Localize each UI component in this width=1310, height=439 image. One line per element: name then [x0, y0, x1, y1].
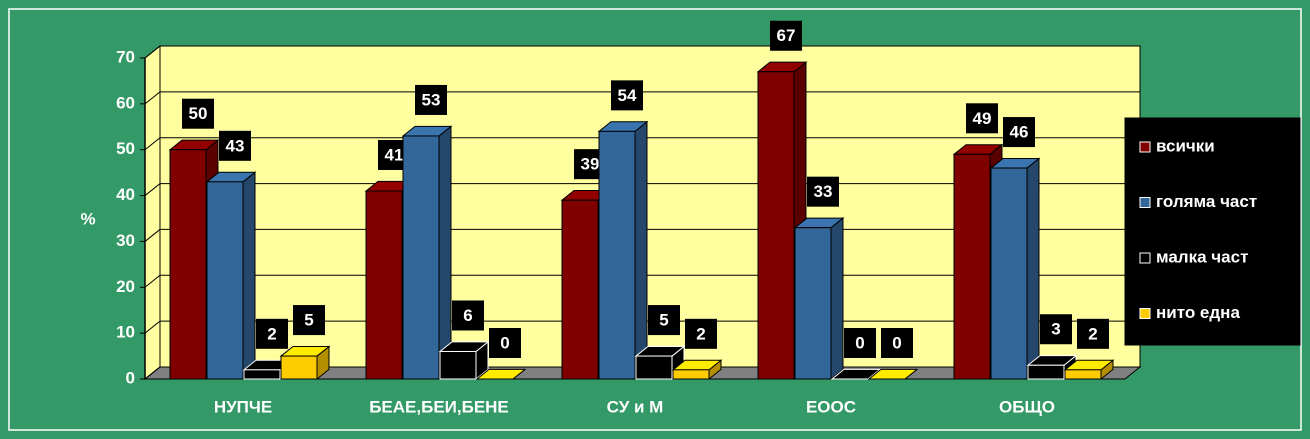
bar [757, 71, 795, 380]
data-label-box [807, 176, 839, 207]
legend-marker [1139, 252, 1151, 264]
y-tick-label: 50 [116, 139, 135, 158]
y-axis-label: % [80, 209, 95, 228]
legend-label: всички [1156, 136, 1215, 155]
bar [672, 369, 710, 380]
bar [953, 153, 991, 380]
data-label-box [648, 305, 680, 336]
data-label-box [1040, 314, 1072, 345]
data-label: 0 [855, 333, 864, 352]
data-label: 0 [500, 333, 509, 352]
bar-top [867, 368, 919, 380]
y-tick-label: 20 [116, 277, 135, 296]
data-label: 2 [1088, 324, 1097, 343]
data-label-box [1003, 117, 1035, 148]
data-label: 41 [385, 145, 404, 164]
legend-label: малка част [1156, 247, 1248, 266]
data-label: 5 [304, 311, 313, 330]
data-label: 2 [267, 324, 276, 343]
data-label-box [182, 98, 214, 129]
bar [598, 130, 636, 380]
data-label: 39 [581, 155, 600, 174]
grid-line [144, 91, 1140, 105]
x-tick-label: СУ и М [607, 397, 664, 416]
data-label-box [452, 300, 484, 331]
data-label: 49 [973, 109, 992, 128]
bar-top [475, 368, 527, 380]
side-wall [144, 44, 161, 381]
bar-side [242, 171, 256, 381]
data-label-box [770, 20, 802, 51]
frame [8, 8, 1302, 431]
data-label: 53 [422, 90, 441, 109]
bar [439, 350, 477, 380]
data-label-box [293, 305, 325, 336]
y-tick-label: 10 [116, 323, 135, 342]
bar [794, 227, 832, 380]
x-tick-label: ЕООС [806, 397, 856, 416]
bar-top [830, 368, 882, 380]
legend-marker [1139, 141, 1151, 153]
bar [280, 355, 318, 380]
data-label: 2 [696, 324, 705, 343]
data-label-box [1077, 318, 1109, 349]
data-label: 43 [226, 136, 245, 155]
data-label-box [256, 318, 288, 349]
data-label: 54 [618, 86, 637, 105]
legend [1124, 117, 1301, 346]
data-label: 33 [814, 182, 833, 201]
legend-marker [1139, 308, 1151, 319]
bar [365, 190, 403, 380]
bar [206, 181, 244, 380]
data-label: 6 [463, 306, 472, 325]
bar [561, 199, 599, 380]
legend-label: голяма част [1156, 192, 1257, 211]
data-label-box [881, 328, 913, 358]
bar [169, 149, 207, 380]
data-label: 5 [659, 311, 668, 330]
y-tick-label: 40 [116, 185, 135, 204]
y-tick-label: 70 [116, 47, 135, 66]
y-tick-label: 30 [116, 231, 135, 250]
data-label: 46 [1010, 123, 1029, 142]
data-label-box [219, 130, 251, 161]
x-tick-label: ОБЩО [999, 397, 1055, 416]
legend-label: нито една [1156, 303, 1240, 322]
data-label-box [415, 84, 447, 115]
legend-marker [1139, 197, 1151, 208]
bar [243, 369, 281, 380]
grid-line [144, 45, 1140, 59]
bar [990, 167, 1028, 380]
data-label: 0 [892, 333, 901, 352]
data-label: 50 [189, 104, 208, 123]
y-tick-label: 60 [116, 93, 135, 112]
data-label-box [611, 80, 643, 111]
bar [1064, 369, 1102, 380]
x-tick-label: БЕАЕ,БЕИ,БЕНЕ [369, 397, 509, 416]
bar [635, 355, 673, 380]
bar [1027, 364, 1065, 380]
data-label-box [844, 328, 876, 358]
data-label-box [966, 103, 998, 134]
data-label-box [685, 318, 717, 349]
y-tick-label: 0 [126, 368, 135, 387]
bar-side [634, 120, 648, 381]
grid-line [144, 137, 1140, 151]
x-tick-label: НУПЧЕ [214, 397, 272, 416]
bar-side [438, 125, 452, 381]
data-label: 3 [1051, 320, 1060, 339]
bar-side [830, 217, 844, 381]
data-label: 67 [777, 26, 796, 45]
data-label-box [489, 328, 521, 358]
bar-side [1026, 157, 1040, 381]
bar [402, 135, 440, 380]
